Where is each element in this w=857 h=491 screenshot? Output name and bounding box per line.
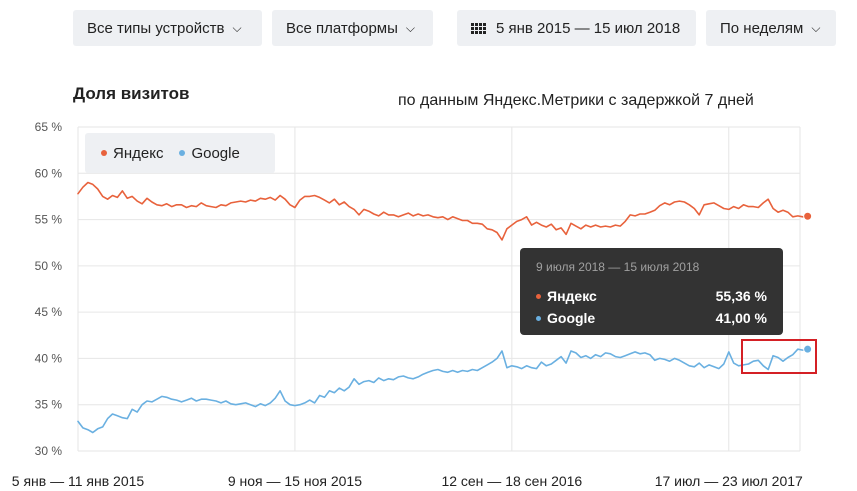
device-type-filter[interactable]: Все типы устройств ⌵ <box>73 10 262 46</box>
tooltip-date: 9 июля 2018 — 15 июля 2018 <box>536 260 700 274</box>
tooltip-row-yandex: Яндекс 55,36 % <box>536 285 767 307</box>
date-range-picker[interactable]: 5 янв 2015 — 15 июл 2018 <box>457 10 696 46</box>
legend-label-google: Google <box>191 144 240 162</box>
platform-filter-label: Все платформы <box>286 19 398 37</box>
y-tick-label: 45 % <box>35 305 63 319</box>
chart-axes: 30 % 35 % 40 % 45 % 50 % 55 % 60 % 65 % 5 янв — … <box>12 120 803 489</box>
y-tick-label: 50 % <box>35 259 63 273</box>
series-point-google <box>803 344 813 354</box>
tooltip-name-yandex: Яндекс <box>547 288 597 304</box>
tooltip-name-google: Google <box>547 310 596 326</box>
period-select[interactable]: По неделям ⌵ <box>706 10 836 46</box>
legend-dot-yandex <box>101 150 107 156</box>
chart-legend: Яндекс Google <box>85 133 275 173</box>
tooltip-value-google: 41,00 % <box>715 310 767 326</box>
tooltip-value-yandex: 55,36 % <box>715 288 767 304</box>
series-line-google <box>77 348 809 434</box>
chart-title: Доля визитов <box>73 84 190 103</box>
chart-subtitle: по данным Яндекс.Метрики с задержкой 7 д… <box>398 92 754 109</box>
y-tick-label: 40 % <box>35 351 63 365</box>
chevron-down-icon: ⌵ <box>811 21 821 35</box>
x-tick-label: 12 сен — 18 сен 2016 <box>441 473 582 489</box>
highlight-annotation <box>741 339 817 374</box>
date-range-label: 5 янв 2015 — 15 июл 2018 <box>496 19 681 37</box>
tooltip-dot-google <box>536 315 541 321</box>
y-tick-label: 65 % <box>35 120 63 134</box>
legend-item-yandex[interactable]: Яндекс <box>101 145 163 162</box>
tooltip-row-google: Google 41,00 % <box>536 307 767 329</box>
device-type-filter-label: Все типы устройств <box>87 19 225 37</box>
series-point-yandex <box>803 211 813 221</box>
period-select-label: По неделям <box>720 19 804 37</box>
y-tick-label: 30 % <box>35 444 63 458</box>
y-tick-label: 60 % <box>35 166 63 180</box>
platform-filter[interactable]: Все платформы ⌵ <box>272 10 433 46</box>
chart-series <box>77 181 813 434</box>
y-tick-label: 55 % <box>35 213 63 227</box>
x-tick-label: 17 июл — 23 июл 2017 <box>655 473 803 489</box>
calendar-icon <box>471 22 486 34</box>
x-tick-label: 9 ноя — 15 ноя 2015 <box>228 473 362 489</box>
chevron-down-icon: ⌵ <box>405 21 416 35</box>
legend-item-google[interactable]: Google <box>179 144 240 162</box>
y-tick-label: 35 % <box>35 398 63 412</box>
chevron-down-icon: ⌵ <box>232 21 242 35</box>
chart-grid <box>77 126 801 452</box>
legend-label-yandex: Яндекс <box>113 144 164 162</box>
series-line-yandex <box>77 181 809 241</box>
x-tick-label: 5 янв — 11 янв 2015 <box>12 473 145 489</box>
legend-dot-google <box>179 150 186 156</box>
tooltip-dot-yandex <box>536 293 541 299</box>
chart-tooltip: 9 июля 2018 — 15 июля 2018 Яндекс 55,36 … <box>520 248 783 335</box>
